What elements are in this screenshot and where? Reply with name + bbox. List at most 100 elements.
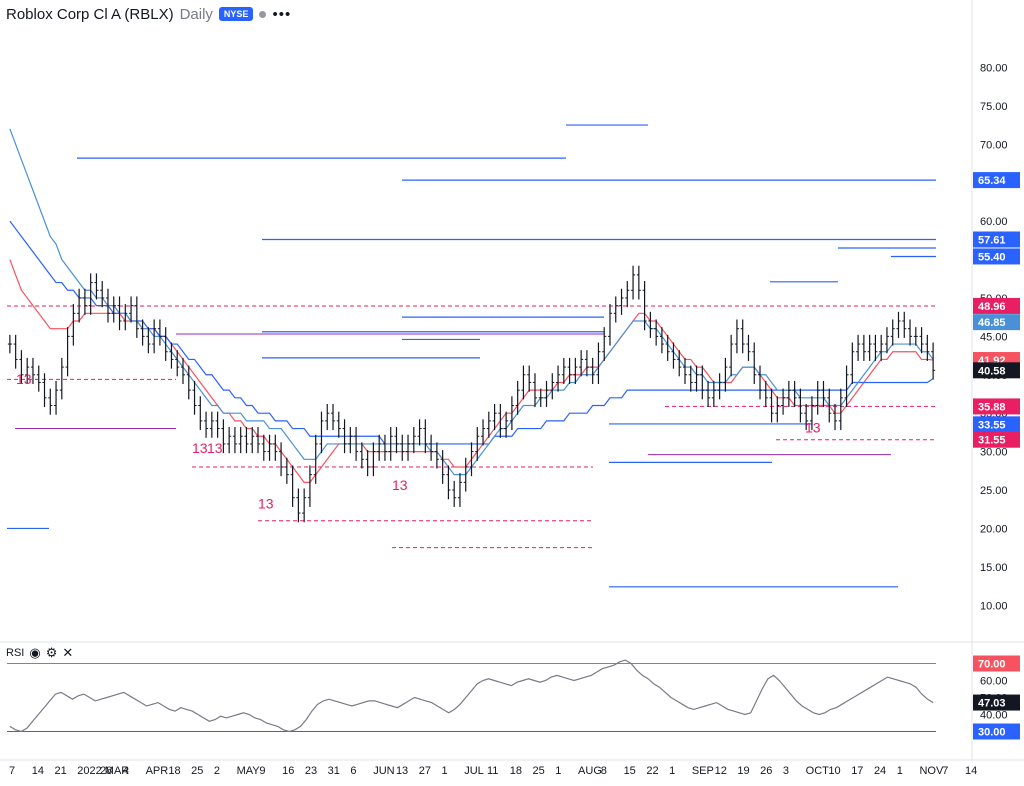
price-tick-label: 45.00 [980,331,1008,343]
rsi-bound-label-text: 70.00 [978,659,1006,671]
price-label-text: 35.88 [978,401,1006,413]
price-label-text: 48.96 [978,301,1006,313]
time-tick-label: 21 [55,765,67,777]
close-icon[interactable]: ✕ [62,645,74,660]
countdown-label: 13 [392,477,408,493]
rsi-tick-label: 40.00 [980,710,1008,722]
time-tick-label: 27 [419,765,431,777]
price-tick-label: 70.00 [980,139,1008,151]
time-tick-label: 2022 MAR [77,765,129,777]
time-tick-label: JUN [373,765,394,777]
more-options-icon[interactable]: ••• [272,5,292,23]
rsi-bound-label-text: 30.00 [978,727,1006,739]
time-tick-label: 23 [305,765,317,777]
price-label-box [973,172,1020,189]
time-tick-label: 19 [737,765,749,777]
symbol-title[interactable]: Roblox Corp Cl A (RBLX) [6,5,174,23]
gear-icon[interactable]: ⚙ [45,645,58,660]
time-tick-label: 26 [760,765,772,777]
countdown-label: 13 [207,440,223,456]
countdown-label: 13 [258,495,274,511]
time-tick-label: JUL [464,765,484,777]
time-tick-label: 8 [601,765,607,777]
rsi-bound-label-box [973,723,1020,740]
rsi-tick-label: 60.00 [980,676,1008,688]
time-tick-label: 24 [874,765,886,777]
rsi-line [9,659,934,733]
price-label-text: 33.55 [978,419,1006,431]
rsi-header: RSI ◉ ⚙ ✕ [6,645,73,661]
price-label-box [973,297,1020,314]
eye-icon[interactable]: ◉ [29,645,41,660]
rsi-bound-label-box [973,655,1020,672]
rsi-last-label-text: 47.03 [978,698,1006,710]
price-label-text: 57.61 [978,234,1006,246]
time-tick-label: 14 [965,765,977,777]
price-tick-label: 60.00 [980,216,1008,228]
price-label-text: 40.58 [978,365,1006,377]
price-tick-label: 10.00 [980,600,1008,612]
rsi-last-label-box [973,694,1020,711]
price-tick-label: 75.00 [980,101,1008,113]
countdown-label: 13 [192,440,208,456]
time-tick-label: 1 [669,765,675,777]
time-tick-label: 1 [441,765,447,777]
time-tick-label: NOV [919,765,944,777]
price-label-box [973,231,1020,248]
price-label-text: 46.85 [978,317,1006,329]
time-tick-label: 18 [168,765,180,777]
time-tick-label: AUG [578,765,602,777]
time-tick-label: 4 [123,765,129,777]
time-tick-label: 15 [624,765,636,777]
price-tick-label: 15.00 [980,562,1008,574]
price-tick-label: 25.00 [980,485,1008,497]
time-tick-label: OCT [806,765,830,777]
time-tick-label: 28 [100,765,112,777]
price-label-box [973,314,1020,331]
chart-header: Roblox Corp Cl A (RBLX) Daily NYSE ••• [6,4,291,24]
time-tick-label: 25 [533,765,545,777]
countdown-label: 13 [16,371,32,387]
time-tick-label: 31 [328,765,340,777]
time-tick-label: 1 [555,765,561,777]
price-tick-label: 30.00 [980,447,1008,459]
time-tick-label: 25 [191,765,203,777]
time-tick-label: APR [146,765,169,777]
price-label-box [973,416,1020,433]
price-label-text: 55.40 [978,251,1006,263]
price-label-box [973,248,1020,265]
time-tick-label: MAY [237,765,261,777]
time-tick-label: 3 [783,765,789,777]
rsi-label: RSI [6,647,25,659]
countdown-label: 13 [805,419,821,435]
time-tick-label: 13 [396,765,408,777]
exchange-badge: NYSE [218,7,254,21]
time-tick-label: 12 [715,765,727,777]
time-tick-label: 17 [851,765,863,777]
time-tick-label: SEP [692,765,714,777]
time-tick-label: 7 [9,765,15,777]
price-label-box [973,362,1020,379]
price-tick-label: 80.00 [980,62,1008,74]
price-label-box [973,398,1020,415]
time-tick-label: 9 [259,765,265,777]
time-tick-label: 14 [32,765,44,777]
time-tick-label: 2 [214,765,220,777]
time-tick-label: 6 [350,765,356,777]
time-tick-label: 1 [897,765,903,777]
price-tick-label: 20.00 [980,523,1008,535]
time-tick-label: 18 [510,765,522,777]
timeframe-label[interactable]: Daily [179,5,213,23]
status-dot-icon [259,10,267,18]
time-tick-label: 16 [282,765,294,777]
time-tick-label: 22 [646,765,658,777]
price-label-text: 31.55 [978,435,1006,447]
time-tick-label: 7 [942,765,948,777]
time-tick-label: 10 [828,765,840,777]
price-label-text: 65.34 [978,175,1006,187]
time-tick-label: 11 [487,765,498,777]
price-label-box [973,431,1020,448]
